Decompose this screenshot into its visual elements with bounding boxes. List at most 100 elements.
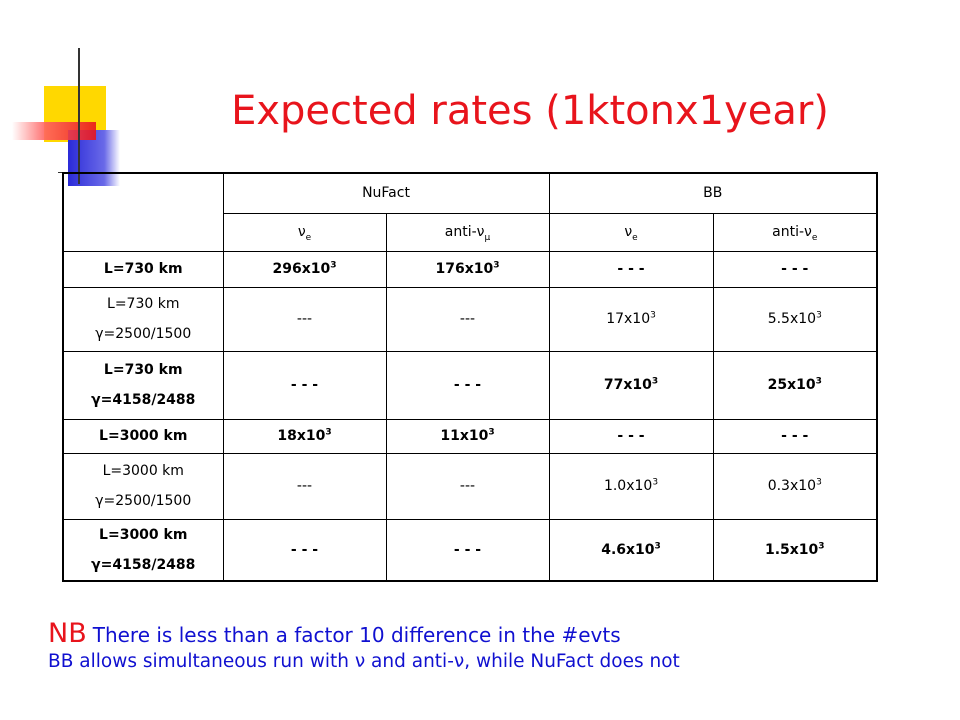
particle: anti-ν — [772, 224, 812, 240]
rate-cell: 176x103 — [385, 250, 550, 288]
row-label-line: γ=4158/2488 — [91, 556, 196, 573]
rate-cell: 296x103 — [222, 250, 387, 288]
rate-cell: - - - — [712, 250, 878, 288]
rate-base: 77x10 — [603, 377, 652, 393]
data-row: L=3000 km γ=2500/1500 --- --- 1.0x103 0.3x103 — [62, 452, 878, 520]
row-label-line: L=730 km — [103, 261, 183, 277]
rate-cell: 25x103 — [712, 350, 878, 420]
group-header: BB — [548, 172, 878, 214]
rate-cell: 4.6x103 — [548, 518, 714, 582]
rate-cell: - - - — [222, 518, 387, 582]
rate-exponent: 3 — [493, 260, 500, 271]
rate-base: --- — [296, 478, 313, 494]
rate-cell: 1.5x103 — [712, 518, 878, 582]
rate-base: 296x10 — [272, 261, 331, 277]
rate-base: - - - — [453, 377, 482, 393]
red-bar — [12, 122, 96, 140]
rate-base: --- — [459, 311, 476, 327]
header-row: νe anti-νμ νe anti-νe — [63, 212, 878, 252]
data-row: L=3000 km 18x103 11x103- - -- - - — [62, 418, 878, 454]
rate-cell: - - - — [548, 418, 714, 454]
vertical-line — [78, 48, 80, 184]
header-row: NuFact BB — [62, 172, 878, 252]
rate-base: - - - — [453, 541, 482, 558]
rate-base: - - - — [290, 377, 319, 393]
row-label-line: γ=4158/2488 — [91, 392, 196, 408]
title: Expected rates (1ktonx1year) — [231, 88, 829, 134]
particle-subscript: e — [632, 232, 638, 243]
rate-cell: 5.5x103 — [712, 286, 878, 352]
particle: ν — [624, 224, 633, 240]
rate-base: 18x10 — [277, 428, 326, 444]
row-label-line: γ=2500/1500 — [95, 326, 192, 342]
corner-cell — [62, 172, 224, 252]
particle-subscript: μ — [484, 232, 491, 243]
row-label: L=3000 km — [62, 418, 224, 454]
row-label: L=3000 km γ=2500/1500 — [62, 452, 224, 520]
rate-cell: - - - — [548, 250, 714, 288]
rate-base: - - - — [290, 541, 319, 558]
rate-base: 17x10 — [606, 311, 651, 327]
rate-cell: --- — [385, 286, 550, 352]
rate-base: - - - — [617, 428, 645, 444]
rate-cell: 18x103 — [222, 418, 387, 454]
particle-subscript: e — [811, 232, 818, 243]
rate-base: - - - — [781, 428, 809, 444]
rate-base: --- — [459, 478, 476, 494]
rate-cell: - - - — [712, 418, 878, 454]
rate-exponent: 3 — [815, 376, 822, 387]
rate-exponent: 3 — [488, 427, 495, 438]
notes: NB There is less than a factor 10 differe… — [48, 618, 680, 672]
rate-exponent: 3 — [816, 310, 822, 321]
rate-exponent: 3 — [325, 427, 332, 438]
rate-exponent: 3 — [652, 477, 659, 488]
rate-base: 176x10 — [435, 261, 494, 277]
rate-exponent: 3 — [654, 541, 661, 552]
rate-base: - - - — [781, 261, 809, 277]
rate-base: 1.5x10 — [764, 541, 819, 558]
rate-base: 0.3x10 — [767, 478, 817, 494]
rate-cell: 11x103 — [385, 418, 550, 454]
rate-exponent: 3 — [816, 477, 822, 488]
rate-base: 1.0x10 — [603, 478, 653, 494]
data-row: L=730 km γ=2500/1500 --- --- 17x103 5.5x103 — [62, 286, 878, 352]
row-label-line: L=3000 km — [99, 428, 188, 444]
subheader: anti-νμ — [385, 212, 550, 252]
rate-base: 25x10 — [767, 377, 816, 393]
rate-cell: 0.3x103 — [712, 452, 878, 520]
rate-base: 11x10 — [440, 428, 489, 444]
particle: ν — [297, 224, 306, 240]
row-label-line: γ=2500/1500 — [95, 493, 192, 509]
rate-cell: 1.0x103 — [548, 452, 714, 520]
note-line: BB allows simultaneous run with ν and an… — [48, 651, 680, 672]
rate-base: - - - — [617, 261, 645, 277]
rate-exponent: 3 — [651, 376, 659, 387]
rate-cell: - - - — [385, 518, 550, 582]
rate-cell: 77x103 — [548, 350, 714, 420]
row-label: L=730 km γ=4158/2488 — [62, 350, 224, 420]
data-row: L=730 km γ=4158/2488- - -- - -77x103 25x10… — [62, 350, 878, 420]
rate-cell: --- — [222, 286, 387, 352]
rates-table: NuFact BB νe anti-νμ νe anti-νe L=730 km 296x10… — [62, 172, 879, 582]
note-line: NB There is less than a factor 10 differe… — [48, 618, 680, 649]
note-lead: NB — [48, 618, 87, 649]
note-text: There is less than a factor 10 differenc… — [92, 623, 621, 647]
group-header: NuFact — [222, 172, 550, 214]
rate-base: 4.6x10 — [601, 541, 655, 558]
subheader: νe — [222, 212, 387, 252]
rate-cell: --- — [222, 452, 387, 520]
particle: anti-ν — [444, 224, 485, 240]
subheader: νe — [548, 212, 714, 252]
row-label-line: L=3000 km — [102, 463, 184, 479]
rate-base: --- — [296, 311, 313, 327]
rate-cell: - - - — [222, 350, 387, 420]
particle-subscript: e — [305, 232, 312, 243]
rate-cell: --- — [385, 452, 550, 520]
row-label: L=3000 km γ=4158/2488 — [62, 518, 224, 582]
data-row: L=3000 km γ=4158/2488- - -- - -4.6x103 1.5… — [62, 518, 878, 582]
rate-exponent: 3 — [330, 260, 337, 271]
row-label: L=730 km — [62, 250, 224, 288]
rate-exponent: 3 — [818, 541, 825, 552]
rate-base: 5.5x10 — [767, 311, 817, 327]
